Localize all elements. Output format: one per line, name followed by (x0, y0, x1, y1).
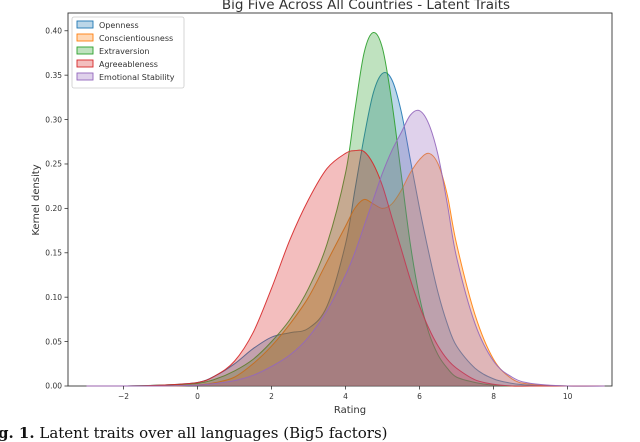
y-tick-label: 0.05 (45, 337, 62, 346)
legend-label-extraversion: Extraversion (99, 47, 149, 56)
legend-label-openness: Openness (99, 21, 139, 30)
legend-box (71, 16, 185, 89)
legend-swatch-emotional-stability (76, 72, 94, 81)
caption-label: g. 1. (0, 424, 35, 442)
legend-label-emotional-stability: Emotional Stability (99, 73, 175, 82)
y-axis-label: Kernel density (31, 164, 42, 235)
y-tick-label: 0.30 (45, 115, 62, 124)
series-area-emotional-stability (86, 110, 605, 387)
chart-title: Big Five Across All Countries - Latent T… (222, 0, 510, 13)
density-curves (86, 32, 605, 387)
x-tick-label: 6 (417, 392, 422, 401)
series-line-emotional-stability (86, 109, 605, 387)
y-tick-label: 0.25 (45, 160, 62, 169)
legend-swatch-conscientiousness (76, 33, 94, 42)
x-tick-label: −2 (118, 392, 129, 401)
y-tick-label: 0.10 (45, 293, 62, 302)
series-area-extraversion (86, 32, 605, 387)
series-area-openness (86, 72, 605, 387)
legend-swatch-openness (76, 20, 94, 29)
x-tick-label: 8 (491, 392, 496, 401)
series-line-agreeableness (86, 149, 605, 387)
x-tick-label: 0 (195, 392, 200, 401)
legend-label-conscientiousness: Conscientiousness (99, 34, 173, 43)
series-area-conscientiousness (86, 153, 605, 387)
x-tick-label: 10 (563, 392, 573, 401)
figure-caption: g. 1. Latent traits over all languages (… (0, 424, 638, 442)
legend-swatch-agreeableness (76, 59, 94, 68)
x-tick-label: 4 (343, 392, 348, 401)
legend-label-agreeableness: Agreeableness (99, 60, 158, 69)
axes: −2 0 2 4 6 8 10 0.00 0.05 0.10 0.15 0.20 0.25 0.30 0.3… (45, 26, 572, 401)
y-tick-label: 0.00 (45, 382, 62, 391)
y-tick-label: 0.20 (45, 204, 62, 213)
y-tick-label: 0.15 (45, 248, 62, 257)
series-line-openness (86, 72, 605, 387)
x-axis-label: Rating (334, 405, 366, 416)
y-tick-label: 0.40 (45, 26, 62, 35)
series-area-agreeableness (86, 150, 605, 387)
legend-swatch-extraversion (76, 46, 94, 55)
caption-text: Latent traits over all languages (Big5 f… (39, 424, 388, 442)
series-line-conscientiousness (86, 152, 605, 387)
x-tick-label: 2 (269, 392, 274, 401)
legend: Openness Conscientiousness Extraversion Agr… (71, 16, 185, 89)
series-line-extraversion (86, 32, 605, 387)
y-tick-label: 0.35 (45, 71, 62, 80)
